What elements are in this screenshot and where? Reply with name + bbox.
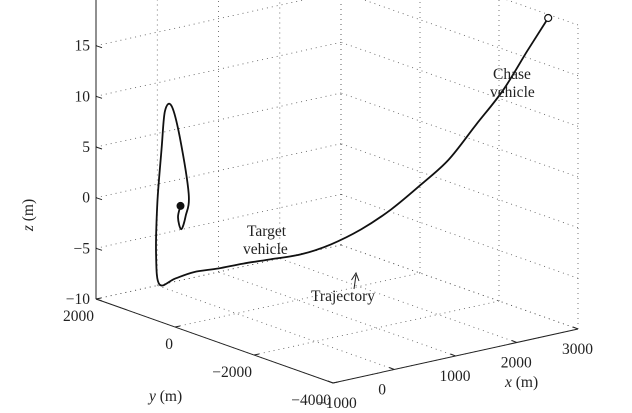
y-tick [332, 381, 339, 384]
z-tick-label: 5 [82, 139, 90, 156]
grid-sidewall-z [340, 92, 579, 178]
grid-floor-y [253, 300, 500, 356]
z-tick-label: −5 [74, 240, 91, 257]
z-tick [95, 95, 103, 99]
grid-floor-x [279, 258, 517, 343]
trajectory-pointer-arrow [351, 271, 360, 290]
grid-backwall-z [95, 41, 342, 97]
z-axis-title: z (m) [20, 199, 37, 232]
y-axis-line [95, 298, 334, 384]
grid-backwall-z [95, 92, 342, 148]
z-tick-label: 10 [75, 88, 91, 105]
grid-sidewall-z [363, 0, 579, 77]
z-tick-label: 20 [75, 0, 91, 4]
trajectory-line [155, 17, 550, 287]
grid-floor-y [174, 272, 421, 328]
grid-backwall-z [95, 143, 342, 199]
grid-sidewall-z [340, 41, 579, 127]
y-tick-label: −2000 [212, 364, 252, 381]
chase-vehicle-label-line2: vehicle [490, 84, 535, 101]
x-tick-label: 3000 [562, 341, 593, 358]
chase-vehicle-label-line1: Chase [493, 66, 531, 83]
x-tick-label: −1000 [317, 395, 357, 412]
y-tick-label: 2000 [63, 308, 94, 325]
z-tick [95, 197, 103, 201]
grid-floor-x [218, 271, 456, 357]
target-vehicle-marker [176, 201, 185, 210]
x-tick-label: 1000 [440, 368, 471, 385]
z-tick-label: 15 [75, 38, 91, 55]
z-tick-label: 0 [82, 190, 90, 207]
grid-sidewall-z [340, 193, 579, 279]
data-layer [155, 13, 553, 287]
grid-backwall-z [95, 244, 342, 300]
x-axis-title: x (m) [504, 374, 538, 391]
grid-floor-x [157, 285, 395, 370]
z-tick [95, 298, 103, 302]
z-tick [95, 146, 103, 150]
x-tick [327, 380, 334, 384]
y-tick-label: 0 [165, 336, 173, 353]
target-vehicle-label-line2: vehicle [243, 241, 288, 258]
grid-layer [95, 0, 579, 384]
chase-vehicle-marker [544, 13, 553, 23]
grid-sidewall-z [340, 143, 579, 229]
z-tick [95, 45, 103, 49]
grid-sidewall-z [506, 0, 579, 26]
grid-backwall-z [95, 0, 306, 47]
x-tick [511, 340, 517, 343]
axis-layer: −10000100020003000−4000−200002000−10−505… [63, 0, 593, 412]
trajectory-label: Trajectory [311, 288, 375, 305]
target-vehicle-label-line1: Target [247, 223, 287, 240]
z-tick [95, 247, 103, 251]
z-tick-label: −10 [66, 291, 90, 308]
grid-sidewall-z [340, 244, 579, 330]
y-tick [174, 325, 181, 328]
y-axis-title: y (m) [147, 388, 182, 405]
y-tick [253, 353, 260, 356]
x-tick [389, 367, 395, 370]
x-tick [572, 326, 579, 330]
x-tick-label: 0 [378, 382, 386, 399]
y-tick-label: −4000 [291, 392, 331, 409]
x-tick-label: 2000 [501, 355, 532, 372]
x-tick [450, 353, 456, 357]
grid-backwall-z [95, 193, 342, 249]
